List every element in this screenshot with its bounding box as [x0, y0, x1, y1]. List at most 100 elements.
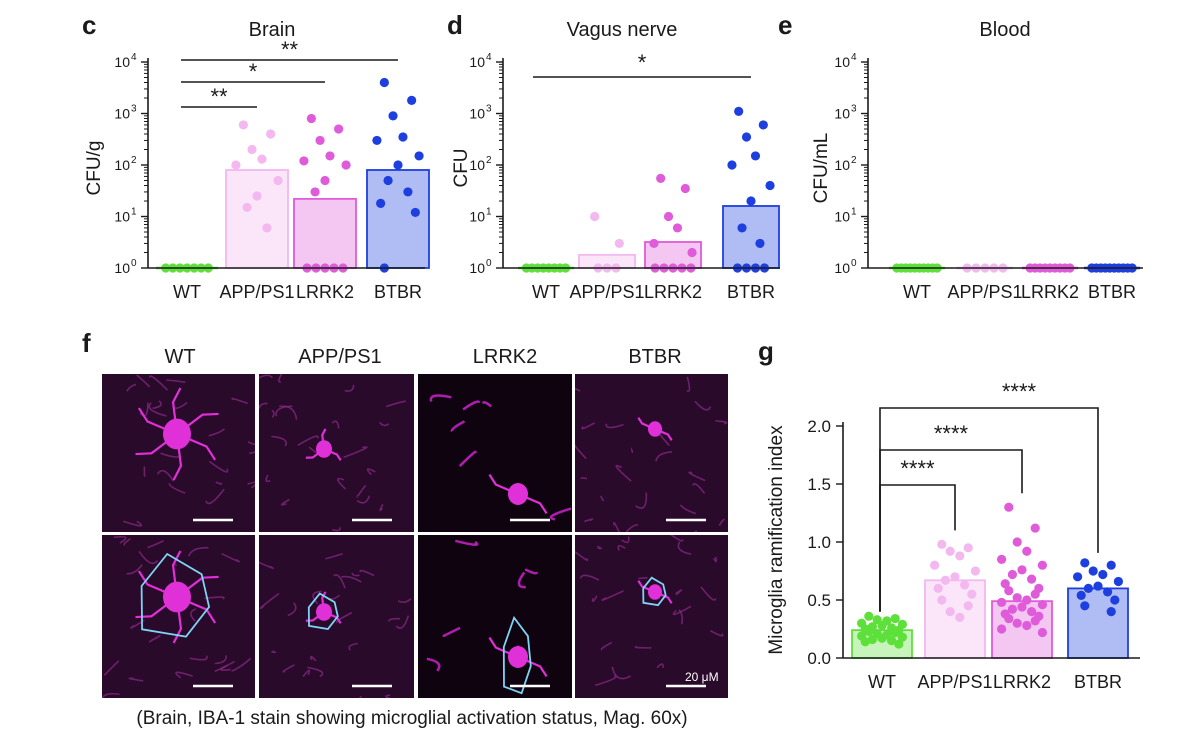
- point-g-lrrk2-19: [1027, 607, 1037, 617]
- x-tick-label-g-btbr: BTBR: [1074, 672, 1122, 692]
- micrograph-image-1-1: [259, 535, 414, 698]
- y-tick-label-d-0: 10: [469, 260, 485, 276]
- point-g-lrrk2-14: [1022, 595, 1032, 605]
- point-g-lrrk2-15: [997, 597, 1007, 607]
- point-g-wt-6: [877, 620, 887, 631]
- micrograph-outlined-wt: [102, 535, 255, 698]
- point-c-app-3: [257, 154, 267, 164]
- point-c-app-8: [262, 223, 272, 233]
- point-d-btbr-8: [755, 238, 765, 249]
- significance-bracket-g-2: [879, 407, 1099, 612]
- y-tick-label-d-1: 10: [469, 209, 485, 225]
- y-tick-exponent-e-2: 2: [851, 155, 857, 166]
- point-g-lrrk2-23: [1030, 616, 1040, 626]
- chart-title-e: Blood: [979, 19, 1030, 41]
- micrograph-outlined-btbr: [575, 535, 728, 698]
- y-tick-label-c-3: 10: [114, 106, 130, 122]
- point-g-lrrk2-5: [1037, 560, 1047, 570]
- point-g-wt-20: [860, 637, 870, 647]
- point-g-app-9: [933, 583, 943, 594]
- x-tick-label-c-app: APP/PS1: [219, 282, 294, 302]
- point-d-btbr-2: [741, 132, 752, 142]
- point-g-app-6: [950, 572, 960, 582]
- point-c-lrrk2-4: [299, 156, 309, 166]
- point-g-wt-17: [877, 633, 887, 643]
- micrograph-col-title-wt: WT: [164, 346, 196, 368]
- point-g-btbr-1: [1106, 560, 1116, 570]
- y-axis-label-c: CFU/g: [84, 141, 105, 196]
- point-g-wt-11: [864, 626, 874, 636]
- y-tick-label-c-1: 10: [114, 209, 130, 225]
- point-g-lrrk2-27: [1037, 627, 1047, 638]
- bar-c-lrrk2: [293, 197, 357, 269]
- micrograph-raw-lrrk2: [418, 374, 572, 532]
- point-g-wt-18: [867, 634, 878, 645]
- point-g-lrrk2-4: [997, 554, 1007, 565]
- point-d-lrrk2-4: [649, 238, 659, 249]
- scale-bar-label: 20 μM: [685, 670, 719, 684]
- chart-title-c: Brain: [249, 19, 296, 41]
- point-c-lrrk2-7: [310, 187, 320, 197]
- point-g-btbr-4: [1073, 572, 1083, 582]
- bar-g-app: [924, 579, 986, 659]
- y-tick-label-g-0: 0.0: [807, 649, 831, 668]
- y-tick-exponent-c-0: 0: [131, 258, 137, 269]
- point-g-lrrk2-16: [1037, 600, 1047, 610]
- point-c-app-1: [266, 129, 276, 139]
- point-c-btbr-1: [407, 95, 417, 105]
- micrograph-raw-app: [259, 374, 414, 532]
- point-g-lrrk2-24: [1012, 618, 1022, 628]
- point-d-lrrk2-3: [672, 223, 683, 233]
- y-tick-exponent-c-3: 3: [131, 104, 137, 115]
- point-d-app-0: [590, 211, 600, 222]
- point-g-wt-19: [887, 636, 897, 646]
- micrograph-image-1-3: [575, 535, 728, 698]
- micrograph-outlined-lrrk2: [418, 535, 572, 698]
- y-tick-label-c-2: 10: [114, 157, 130, 173]
- panel-label-e: e: [778, 10, 792, 40]
- y-tick-exponent-c-2: 2: [131, 155, 137, 166]
- point-c-lrrk2-1: [334, 124, 344, 134]
- chart-g: g Microglia ramification index WT APP/PS1 LR…: [758, 336, 1140, 692]
- y-tick-label-g-2: 1.0: [807, 533, 831, 552]
- y-tick-label-e-4: 10: [834, 54, 850, 70]
- point-c-btbr-10: [410, 207, 420, 218]
- point-g-btbr-8: [1103, 587, 1113, 597]
- y-axis-label-g: Microglia ramification index: [766, 425, 787, 655]
- point-g-btbr-9: [1076, 590, 1086, 600]
- y-tick-label-c-4: 10: [114, 54, 130, 70]
- point-d-btbr-6: [746, 196, 756, 206]
- x-tick-label-e-lrrk2: LRRK2: [1021, 282, 1079, 302]
- panel-label-f: f: [82, 328, 91, 358]
- y-tick-label-e-1: 10: [834, 209, 850, 225]
- bar-c-btbr: [366, 169, 430, 269]
- panel-label-d: d: [447, 10, 463, 40]
- point-d-btbr-3: [750, 151, 761, 161]
- micrograph-image-0-2: [418, 374, 572, 532]
- y-tick-label-c-0: 10: [114, 260, 130, 276]
- point-d-lrrk2-1: [680, 183, 690, 194]
- micrograph-image-0-0: [102, 374, 255, 532]
- point-g-lrrk2-7: [1007, 569, 1018, 580]
- y-tick-label-e-3: 10: [834, 106, 850, 122]
- micrograph-image-1-2: [418, 535, 572, 698]
- point-c-lrrk2-2: [315, 135, 325, 146]
- point-g-lrrk2-6: [1017, 565, 1027, 575]
- point-g-lrrk2-18: [1007, 604, 1018, 614]
- point-c-btbr-2: [388, 111, 398, 121]
- bar-c-app: [225, 169, 289, 269]
- y-tick-exponent-e-0: 0: [851, 258, 857, 269]
- y-axis-label-e: CFU/mL: [811, 133, 832, 204]
- y-tick-exponent-c-4: 4: [131, 52, 137, 63]
- point-g-app-11: [937, 595, 947, 605]
- x-tick-label-e-app: APP/PS1: [947, 282, 1022, 302]
- point-g-btbr-2: [1088, 566, 1098, 576]
- y-tick-label-d-2: 10: [469, 157, 485, 173]
- point-d-lrrk2-0: [656, 173, 666, 183]
- point-c-btbr-0: [379, 77, 389, 88]
- point-g-app-7: [940, 575, 951, 585]
- point-c-btbr-5: [414, 151, 424, 161]
- y-tick-label-e-0: 10: [834, 260, 850, 276]
